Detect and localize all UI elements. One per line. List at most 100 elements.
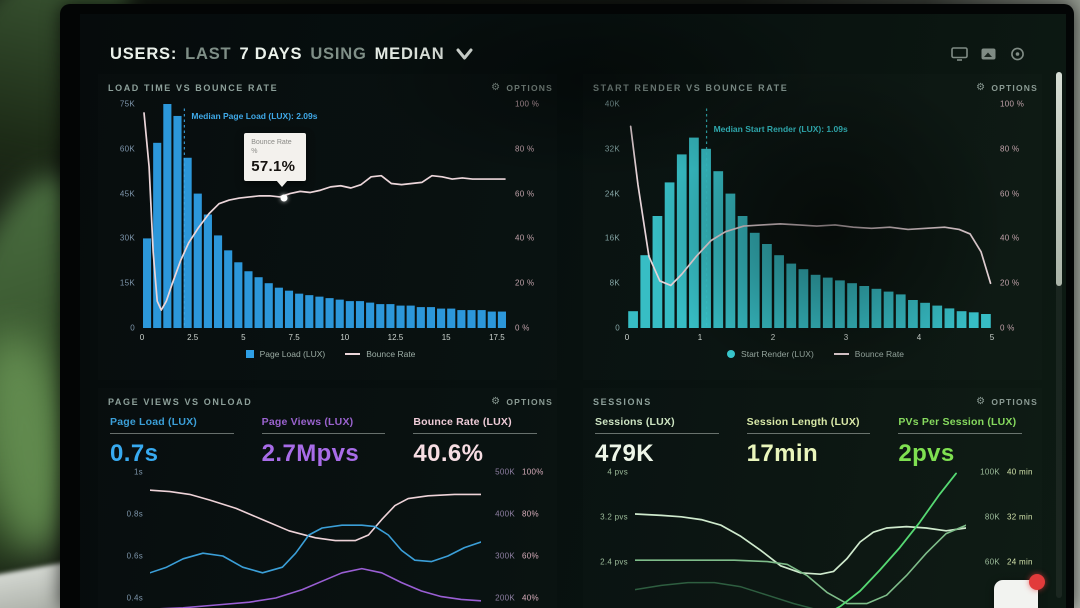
scrollbar-thumb[interactable] <box>1056 72 1062 286</box>
notification-dot <box>1029 574 1045 590</box>
metric-label: Page Views (LUX) <box>261 416 354 428</box>
chat-widget-button[interactable] <box>994 574 1045 608</box>
legend-item[interactable]: Page Load (LUX) <box>245 349 326 359</box>
legend-item[interactable]: Bounce Rate <box>833 349 904 359</box>
axis-tick-label: 0 % <box>1000 323 1015 333</box>
y-axis-left: 75K 60K 45K 30K 15K 0 <box>108 100 142 333</box>
metrics-row: Sessions (LUX) 479K Session Length (LUX) 17… <box>595 416 1034 468</box>
axis-tick-label: 8K <box>609 278 620 288</box>
axis-tick-label: 0.8s <box>126 509 143 519</box>
title-range: 7 DAYS <box>239 44 303 63</box>
account-icon[interactable] <box>1009 47 1026 61</box>
y-axis-right: 100K 40 min 80K 32 min 60K 24 min <box>966 468 1038 608</box>
options-button[interactable]: ⚙ OPTIONS <box>491 82 553 94</box>
axis-tick-label: 10 <box>340 333 350 342</box>
start-render-chart[interactable]: Median Start Render (LUX): 1.09s <box>627 104 992 328</box>
y-axis-left: 4 pvs 3.2 pvs 2.4 pvs <box>593 468 635 608</box>
image-icon[interactable] <box>980 47 997 61</box>
options-button[interactable]: ⚙ OPTIONS <box>491 397 553 408</box>
header-icons <box>951 47 1026 61</box>
legend-item[interactable]: Bounce Rate <box>345 349 415 359</box>
display-icon[interactable] <box>951 47 968 61</box>
metric-value: 2.7Mpvs <box>261 440 360 467</box>
y-axis-right: 100 % 80 % 60 % 40 % 20 % 0 % <box>507 100 553 333</box>
page-views-chart[interactable] <box>150 472 481 608</box>
axis-tick-label: 0 <box>130 323 135 333</box>
metric-underline <box>595 433 719 434</box>
axis-tick-label: 20 % <box>515 278 535 288</box>
axis-tick-label: 500K 100% <box>495 467 544 477</box>
legend-swatch-dot <box>727 350 736 358</box>
axis-tick-label: 4 pvs <box>607 467 628 477</box>
panel-load-time: LOAD TIME VS BOUNCE RATE ⚙ OPTIONS 75K 60… <box>98 74 557 380</box>
axis-tick-label: 40 % <box>515 233 535 243</box>
axis-tick-label: 0 <box>624 333 630 342</box>
axis-tick-label: 0 % <box>515 323 530 333</box>
legend-label: Page Load (LUX) <box>259 349 326 359</box>
metric-label: Session Length (LUX) <box>746 416 860 428</box>
axis-tick-label: 3 <box>843 333 849 342</box>
metric-underline <box>413 433 537 434</box>
legend-swatch-square <box>245 350 254 358</box>
metric-page-views-lux-: Page Views (LUX) 2.7Mpvs <box>261 416 398 468</box>
dashboard-header: USERS: LAST 7 DAYS USING MEDIAN <box>110 38 1040 70</box>
metric-session-length-lux-: Session Length (LUX) 17min <box>746 416 883 468</box>
axis-tick-label: 4 <box>916 333 922 342</box>
axis-tick-label: 24K <box>604 189 620 199</box>
axis-tick-label: 32K <box>604 144 620 154</box>
panel-title: LOAD TIME VS BOUNCE RATE <box>108 83 279 93</box>
load-time-chart[interactable]: Median Page Load (LUX): 2.09s Bounce Rate… <box>142 104 507 328</box>
metric-bounce-rate-lux-: Bounce Rate (LUX) 40.6% <box>413 416 549 468</box>
axis-tick-label: 7.5 <box>288 333 300 342</box>
tooltip-label: Bounce Rate <box>251 139 292 147</box>
metric-sessions-lux-: Sessions (LUX) 479K <box>595 416 731 468</box>
legend-label: Bounce Rate <box>366 349 416 359</box>
axis-tick-label: 20 % <box>1000 278 1020 288</box>
panel-title: PAGE VIEWS VS ONLOAD <box>108 397 253 407</box>
options-button[interactable]: ⚙ OPTIONS <box>976 83 1038 94</box>
axis-tick-label: 15 <box>441 333 451 342</box>
legend-item[interactable]: Start Render (LUX) <box>727 349 814 359</box>
axis-tick-label: 60K <box>119 144 135 154</box>
page-title-dropdown[interactable]: USERS: LAST 7 DAYS USING MEDIAN <box>110 45 473 64</box>
sessions-plot-svg <box>635 472 966 608</box>
metric-label: PVs Per Session (LUX) <box>898 416 1017 428</box>
scrollbar[interactable] <box>1056 72 1062 598</box>
metrics-row: Page Load (LUX) 0.7s Page Views (LUX) 2.7Mp… <box>110 416 549 468</box>
axis-tick-label: 2 <box>770 333 776 342</box>
axis-tick-label: 60K 24 min <box>984 557 1033 567</box>
page_views-plot-svg <box>150 472 481 608</box>
laptop-screen: USERS: LAST 7 DAYS USING MEDIAN <box>80 14 1066 608</box>
axis-tick-label: 75K <box>119 99 135 109</box>
median-annotation: Median Page Load (LUX): 2.09s <box>191 110 318 121</box>
axis-tick-label: 5 <box>241 333 246 342</box>
axis-tick-label: 100K 40 min <box>980 467 1033 477</box>
axis-tick-label: 45K <box>119 189 135 199</box>
tooltip-pointer <box>276 180 289 188</box>
panel-start-render: START RENDER VS BOUNCE RATE ⚙ OPTIONS 40… <box>583 74 1042 380</box>
metric-label: Bounce Rate (LUX) <box>413 416 512 428</box>
metric-value: 479K <box>595 440 654 467</box>
gear-icon: ⚙ <box>491 82 502 93</box>
axis-tick-label: 100 % <box>515 99 540 109</box>
options-label: OPTIONS <box>991 397 1038 407</box>
y-axis-right: 500K 100% 400K 80% 300K 60% 200K 40% <box>481 468 553 608</box>
axis-tick-label: 2.4 pvs <box>600 557 628 567</box>
panel-title: SESSIONS <box>593 397 652 407</box>
axis-tick-label: 3.2 pvs <box>600 512 628 522</box>
panel-sessions: SESSIONS ⚙ OPTIONS Sessions (LUX) 479K Ses… <box>583 388 1042 608</box>
sessions-chart[interactable] <box>635 472 966 608</box>
title-last: LAST <box>185 44 232 63</box>
options-label: OPTIONS <box>991 83 1038 93</box>
axis-tick-label: 100 % <box>1000 99 1025 109</box>
median-annotation: Median Start Render (LUX): 1.09s <box>713 124 848 135</box>
tooltip-unit: % <box>251 148 258 156</box>
axis-tick-label: 60 % <box>515 189 535 199</box>
y-axis-right: 100 % 80 % 60 % 40 % 20 % 0 % <box>992 100 1038 333</box>
axis-tick-label: 0 <box>139 333 145 342</box>
axis-tick-label: 17.5 <box>489 333 505 342</box>
gear-icon: ⚙ <box>976 396 987 407</box>
options-button[interactable]: ⚙ OPTIONS <box>976 396 1038 408</box>
legend-swatch-line <box>345 353 361 355</box>
